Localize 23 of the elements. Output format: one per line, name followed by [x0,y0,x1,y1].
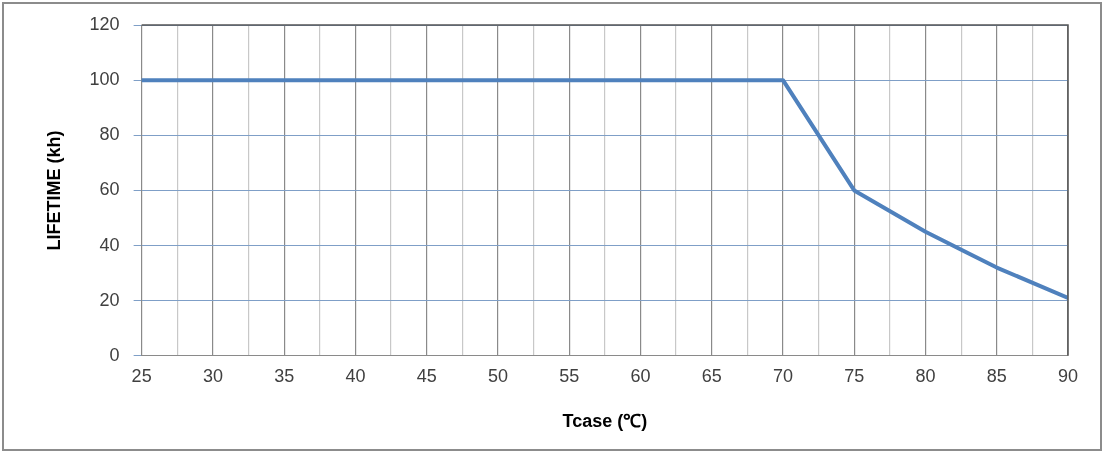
x-tick-label: 60 [630,365,651,386]
x-tick-label: 25 [131,365,152,386]
y-tick-label: 20 [99,289,120,310]
x-tick-label: 90 [1057,365,1079,386]
x-tick-label: 55 [559,365,580,386]
x-tick-label: 35 [274,365,295,386]
x-tick-label: 50 [487,365,508,386]
x-tick-label: 40 [345,365,366,386]
x-axis-title: Tcase (℃) [562,411,648,432]
y-tick-label: 120 [89,13,120,34]
x-tick-label: 30 [202,365,223,386]
x-tick-label: 45 [416,365,437,386]
y-tick-label: 60 [99,179,120,200]
x-tick-label: 75 [844,365,865,386]
y-axis-title: LIFETIME (kh) [43,130,64,251]
y-tick-label: 80 [99,124,120,145]
y-tick-label: 40 [99,234,120,255]
x-tick-label: 85 [986,365,1007,386]
y-tick-label: 100 [89,69,120,90]
y-tick-label: 0 [109,344,120,365]
x-tick-label: 70 [772,365,793,386]
x-tick-label: 80 [915,365,936,386]
x-tick-label: 65 [701,365,722,386]
